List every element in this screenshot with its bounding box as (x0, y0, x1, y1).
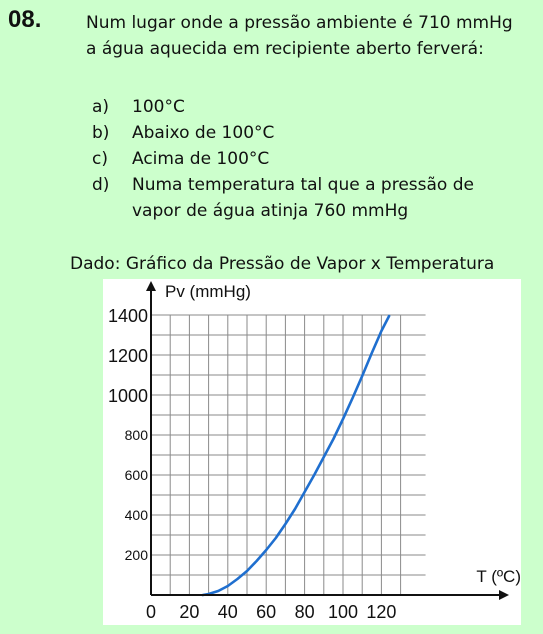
x-tick-label: 0 (146, 602, 156, 622)
option-d[interactable]: d) Numa temperatura tal que a pressão de… (92, 172, 532, 224)
option-text-line: vapor de água atinja 760 mmHg (132, 201, 409, 221)
x-axis-label: T (ºC) (476, 567, 521, 586)
x-tick-label: 40 (218, 602, 238, 622)
chart-panel: 0 20 40 60 80 100 120 200 400 600 800 1000 1200 1400 P… (103, 279, 521, 625)
x-tick-label: 80 (295, 602, 315, 622)
option-text: Abaixo de 100°C (132, 120, 532, 146)
y-tick-label: 800 (125, 427, 149, 443)
option-text-line: 100°C (132, 97, 185, 117)
options-list: a) 100°C b) Abaixo de 100°C c) Acima de … (92, 94, 532, 224)
y-tick-label: 200 (125, 547, 149, 563)
option-letter: c) (92, 149, 108, 169)
option-text: Numa temperatura tal que a pressão de va… (132, 172, 532, 224)
option-c[interactable]: c) Acima de 100°C (92, 146, 532, 172)
series-line-0 (201, 314, 391, 597)
option-text-line: Numa temperatura tal que a pressão de (132, 175, 474, 195)
grid-layer (151, 314, 426, 595)
stem-line-2: a água aquecida em recipiente aberto fer… (86, 39, 484, 59)
y-tick-label: 1000 (108, 386, 148, 406)
question-number: 08. (8, 6, 42, 33)
option-text: Acima de 100°C (132, 146, 532, 172)
option-letter: a) (92, 97, 110, 117)
y-tick-label: 1400 (108, 306, 148, 326)
chart-caption: Dado: Gráfico da Pressão de Vapor x Temp… (70, 254, 495, 274)
stem-line-1: Num lugar onde a pressão ambiente é 710 … (86, 13, 513, 33)
curve-layer (201, 314, 391, 597)
option-text-line: Acima de 100°C (132, 149, 270, 169)
label-layer: 0 20 40 60 80 100 120 200 400 600 800 1000 1200 1400 P… (108, 282, 521, 622)
axis-layer (146, 281, 509, 600)
x-tick-label: 120 (366, 602, 396, 622)
option-a[interactable]: a) 100°C (92, 94, 532, 120)
option-letter: b) (92, 123, 110, 143)
x-tick-label: 100 (328, 602, 358, 622)
vapor-pressure-chart: 0 20 40 60 80 100 120 200 400 600 800 1000 1200 1400 P… (108, 281, 521, 622)
y-axis-label: Pv (mmHg) (165, 282, 251, 301)
x-tick-label: 60 (256, 602, 276, 622)
option-letter: d) (92, 175, 110, 195)
y-tick-label: 400 (125, 507, 149, 523)
option-b[interactable]: b) Abaixo de 100°C (92, 120, 532, 146)
question-stem: Num lugar onde a pressão ambiente é 710 … (86, 10, 541, 62)
y-tick-label: 1200 (108, 346, 148, 366)
option-text-line: Abaixo de 100°C (132, 123, 275, 143)
option-text: 100°C (132, 94, 532, 120)
x-tick-label: 20 (179, 602, 199, 622)
y-tick-label: 600 (125, 467, 149, 483)
